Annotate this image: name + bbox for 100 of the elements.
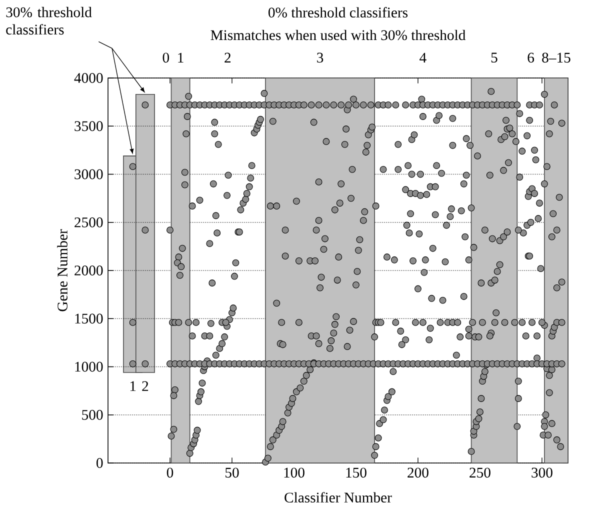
annotation: 2 xyxy=(142,381,148,391)
point xyxy=(390,256,398,264)
point xyxy=(476,408,484,416)
point xyxy=(540,180,548,188)
point xyxy=(512,138,520,145)
point xyxy=(186,450,194,457)
point xyxy=(214,229,221,236)
point xyxy=(470,244,478,251)
point xyxy=(553,284,560,292)
point xyxy=(198,388,204,396)
point xyxy=(544,432,552,439)
y-tick-label: 4000 xyxy=(74,73,103,83)
point xyxy=(419,113,426,120)
point xyxy=(222,318,230,326)
point xyxy=(181,168,188,176)
point xyxy=(178,263,185,270)
point xyxy=(269,118,276,125)
point xyxy=(212,212,220,220)
point xyxy=(402,336,410,344)
point xyxy=(176,272,184,279)
point xyxy=(491,276,498,284)
point xyxy=(522,332,530,340)
point xyxy=(534,354,540,362)
annotation: 1 xyxy=(130,381,136,391)
point xyxy=(398,341,406,348)
point xyxy=(536,200,543,207)
point xyxy=(466,142,474,149)
band-label: 5 xyxy=(491,52,498,63)
point xyxy=(410,257,416,264)
point xyxy=(514,395,522,402)
point xyxy=(374,434,382,442)
point xyxy=(214,140,222,148)
point xyxy=(392,318,400,326)
point xyxy=(436,318,444,326)
point xyxy=(460,293,468,300)
point xyxy=(534,332,540,340)
point xyxy=(188,202,196,210)
point xyxy=(553,436,560,444)
point xyxy=(206,332,214,340)
band-label: 3 xyxy=(317,52,324,63)
point xyxy=(506,124,514,132)
point xyxy=(516,174,524,181)
point xyxy=(211,118,218,126)
point xyxy=(142,226,149,234)
point xyxy=(224,172,232,179)
point xyxy=(514,378,522,385)
point xyxy=(218,340,226,348)
point xyxy=(231,272,238,280)
point xyxy=(408,170,416,178)
x-axis-title: Classifier Number xyxy=(284,492,392,503)
point xyxy=(449,142,456,149)
point xyxy=(210,180,217,188)
point xyxy=(481,368,488,376)
point xyxy=(266,202,274,210)
point xyxy=(542,411,550,418)
point xyxy=(558,318,566,326)
point xyxy=(423,190,430,198)
point xyxy=(414,285,422,292)
point xyxy=(406,229,413,236)
point xyxy=(449,114,456,122)
point xyxy=(516,110,524,118)
point xyxy=(129,163,136,170)
point xyxy=(175,254,182,260)
point xyxy=(524,132,531,140)
point xyxy=(546,372,553,379)
point xyxy=(420,268,428,276)
text: 30% threshold classifiers xyxy=(6,6,92,35)
point xyxy=(416,192,424,199)
point xyxy=(548,366,556,374)
point xyxy=(452,352,460,359)
y-tick-label: 1500 xyxy=(75,314,103,324)
point xyxy=(416,170,424,178)
point xyxy=(446,213,454,220)
point xyxy=(129,360,136,368)
point xyxy=(208,280,216,286)
point xyxy=(511,318,518,326)
point xyxy=(540,422,548,430)
point xyxy=(185,318,192,326)
point xyxy=(171,386,178,394)
point xyxy=(460,180,468,188)
point xyxy=(520,229,527,236)
point xyxy=(500,233,507,240)
point xyxy=(502,116,510,124)
point xyxy=(198,380,206,387)
point xyxy=(412,318,419,326)
x-tick-label: 100 xyxy=(284,468,304,478)
point xyxy=(494,268,501,275)
point xyxy=(540,90,548,98)
point xyxy=(557,443,564,450)
point xyxy=(384,254,390,260)
point xyxy=(556,194,563,201)
point xyxy=(442,258,449,266)
point xyxy=(247,174,254,182)
point xyxy=(428,294,436,302)
point xyxy=(181,181,188,188)
point xyxy=(508,130,516,138)
point xyxy=(269,436,276,444)
point xyxy=(462,135,470,142)
point xyxy=(485,130,492,138)
point xyxy=(501,318,508,326)
